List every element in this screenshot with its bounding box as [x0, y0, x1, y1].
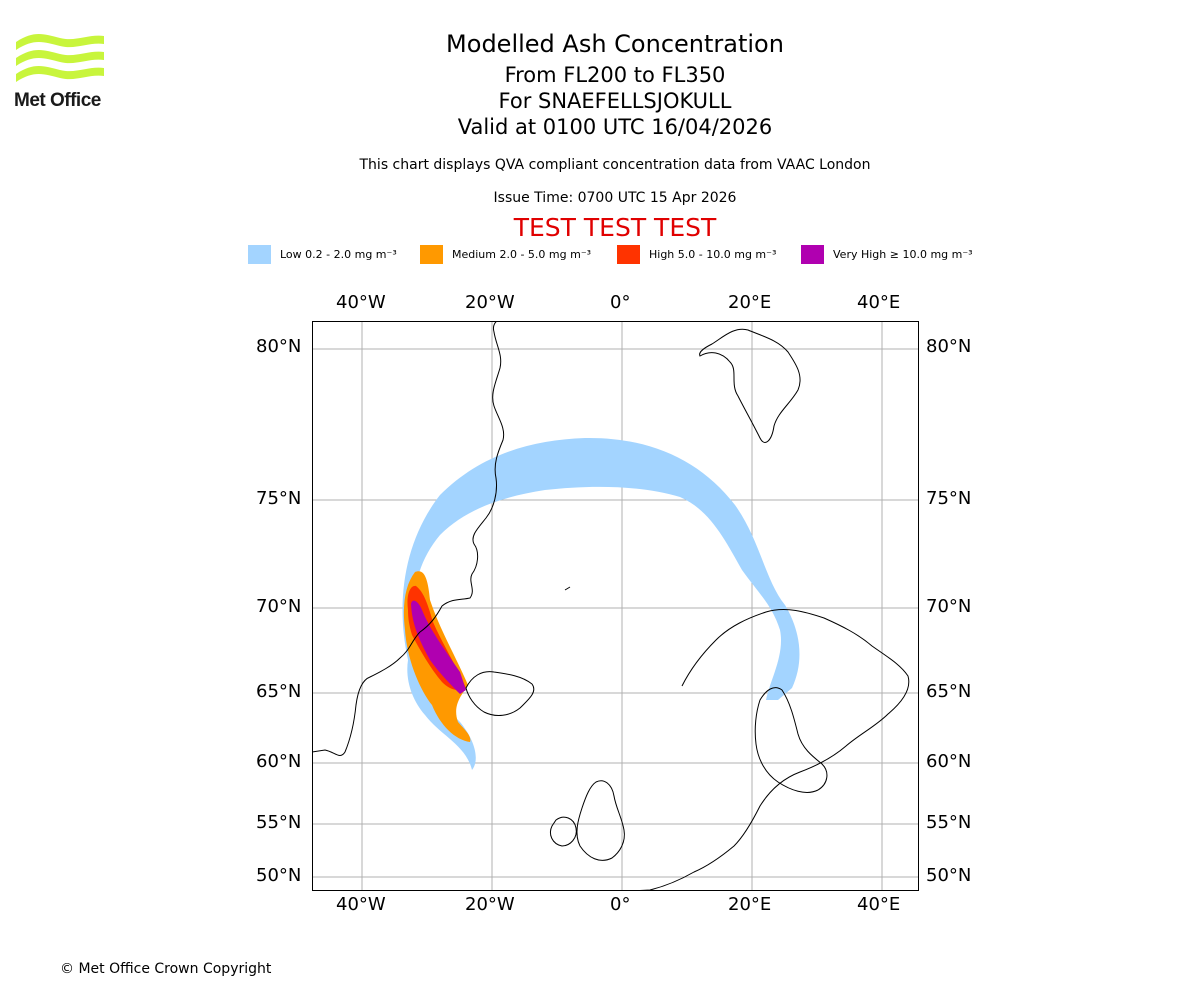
valid-time: Valid at 0100 UTC 16/04/2026 [457, 115, 773, 139]
legend-swatch-low [248, 244, 271, 264]
lat-label-left-75n: 75°N [256, 488, 302, 509]
legend-swatch-medium [420, 244, 443, 264]
test-banner: TEST TEST TEST [513, 213, 717, 242]
lat-label-left-80n: 80°N [256, 336, 302, 357]
lon-label-top-0: 0° [610, 292, 631, 313]
volcano-name: For SNAEFELLSJOKULL [498, 89, 732, 113]
lon-label-bottom-40e: 40°E [857, 894, 901, 915]
jan-mayen-coastline [564, 586, 571, 591]
legend-item-low: Low 0.2 - 2.0 mg m⁻³ [248, 243, 397, 265]
lon-label-bottom-20e: 20°E [728, 894, 772, 915]
lon-label-top-20e: 20°E [728, 292, 772, 313]
chart-title: Modelled Ash Concentration [446, 30, 784, 58]
copyright-notice: © Met Office Crown Copyright [60, 961, 272, 977]
legend-item-very-high: Very High ≥ 10.0 mg m⁻³ [801, 243, 973, 265]
ash-map [312, 321, 919, 891]
issue-time: Issue Time: 0700 UTC 15 Apr 2026 [493, 190, 737, 206]
britain-coastline [576, 780, 625, 861]
lat-label-right-60n: 60°N [926, 751, 972, 772]
lon-label-bottom-20w: 20°W [465, 894, 515, 915]
lon-label-bottom-0: 0° [610, 894, 631, 915]
lat-label-left-65n: 65°N [256, 681, 302, 702]
lon-label-top-20w: 20°W [465, 292, 515, 313]
legend-item-medium: Medium 2.0 - 5.0 mg m⁻³ [420, 243, 591, 265]
legend-label-high: High 5.0 - 10.0 mg m⁻³ [649, 247, 777, 261]
lat-label-right-70n: 70°N [926, 596, 972, 617]
legend-label-medium: Medium 2.0 - 5.0 mg m⁻³ [452, 247, 592, 261]
lat-label-right-75n: 75°N [926, 488, 972, 509]
iceland-coastline [465, 671, 535, 716]
lat-label-left-70n: 70°N [256, 596, 302, 617]
lat-label-left-55n: 55°N [256, 812, 302, 833]
legend-label-very-high: Very High ≥ 10.0 mg m⁻³ [833, 247, 973, 261]
lat-label-left-60n: 60°N [256, 751, 302, 772]
finland-coastline [754, 687, 828, 793]
lat-label-right-50n: 50°N [926, 865, 972, 886]
legend-swatch-very-high [801, 244, 824, 264]
scandinavia-coastline [629, 609, 910, 891]
logo-waves-icon [16, 34, 104, 82]
ash-layer-very-high [411, 600, 466, 694]
legend-label-low: Low 0.2 - 2.0 mg m⁻³ [280, 247, 397, 261]
lat-label-left-50n: 50°N [256, 865, 302, 886]
lon-label-bottom-40w: 40°W [336, 894, 386, 915]
lat-label-right-80n: 80°N [926, 336, 972, 357]
logo-text: Met Office [14, 90, 101, 111]
legend-swatch-high [617, 244, 640, 264]
coastlines [312, 321, 910, 891]
lat-label-right-65n: 65°N [926, 681, 972, 702]
lon-label-top-40e: 40°E [857, 292, 901, 313]
greenland-coastline [312, 321, 505, 756]
lat-label-right-55n: 55°N [926, 812, 972, 833]
chart-description: This chart displays QVA compliant concen… [359, 157, 871, 173]
map-frame [312, 321, 919, 891]
lon-label-top-40w: 40°W [336, 292, 386, 313]
ireland-coastline [549, 816, 577, 847]
svalbard-coastline [699, 328, 801, 443]
flight-level-range: From FL200 to FL350 [504, 63, 726, 87]
legend-item-high: High 5.0 - 10.0 mg m⁻³ [617, 243, 776, 265]
